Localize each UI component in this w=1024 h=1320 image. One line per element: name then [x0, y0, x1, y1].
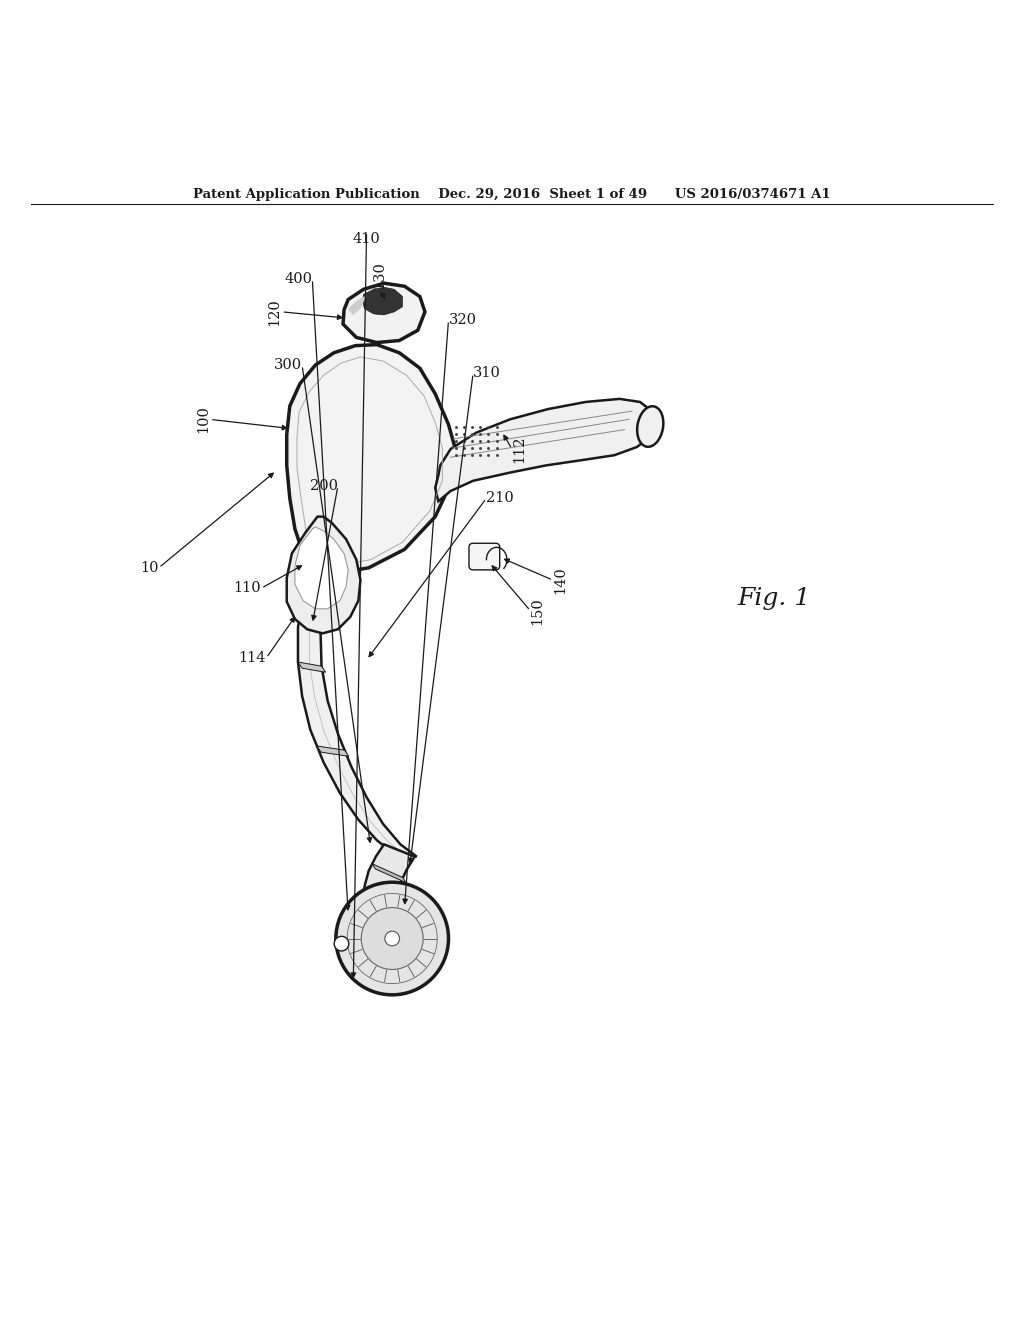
Polygon shape	[362, 288, 402, 315]
Text: 112: 112	[512, 436, 526, 463]
Polygon shape	[287, 345, 456, 576]
Circle shape	[334, 936, 349, 950]
Text: 130: 130	[372, 261, 386, 289]
Text: 140: 140	[553, 566, 567, 594]
Text: 210: 210	[486, 491, 514, 506]
Text: Fig. 1: Fig. 1	[737, 587, 811, 610]
Text: 150: 150	[530, 597, 545, 624]
Text: 114: 114	[239, 651, 266, 665]
Polygon shape	[317, 746, 348, 756]
Text: 200: 200	[310, 479, 338, 492]
Polygon shape	[364, 895, 399, 913]
Circle shape	[336, 882, 449, 995]
Text: 110: 110	[233, 581, 261, 595]
Text: 310: 310	[473, 366, 501, 380]
Text: 100: 100	[196, 405, 210, 433]
Text: 410: 410	[352, 232, 381, 246]
Polygon shape	[298, 570, 417, 857]
Polygon shape	[373, 863, 406, 883]
FancyBboxPatch shape	[469, 544, 500, 570]
Text: 120: 120	[267, 298, 282, 326]
Polygon shape	[298, 663, 326, 672]
Text: 300: 300	[274, 358, 302, 372]
Polygon shape	[364, 845, 415, 927]
Polygon shape	[287, 516, 360, 634]
Text: 320: 320	[449, 313, 476, 327]
Polygon shape	[295, 527, 348, 609]
Text: 400: 400	[285, 272, 312, 286]
Circle shape	[385, 931, 399, 946]
Text: Patent Application Publication    Dec. 29, 2016  Sheet 1 of 49      US 2016/0374: Patent Application Publication Dec. 29, …	[194, 187, 830, 201]
Polygon shape	[343, 284, 425, 343]
Text: 10: 10	[140, 561, 159, 574]
Ellipse shape	[637, 407, 664, 446]
Polygon shape	[348, 296, 367, 315]
Polygon shape	[435, 399, 655, 502]
Circle shape	[361, 908, 423, 969]
